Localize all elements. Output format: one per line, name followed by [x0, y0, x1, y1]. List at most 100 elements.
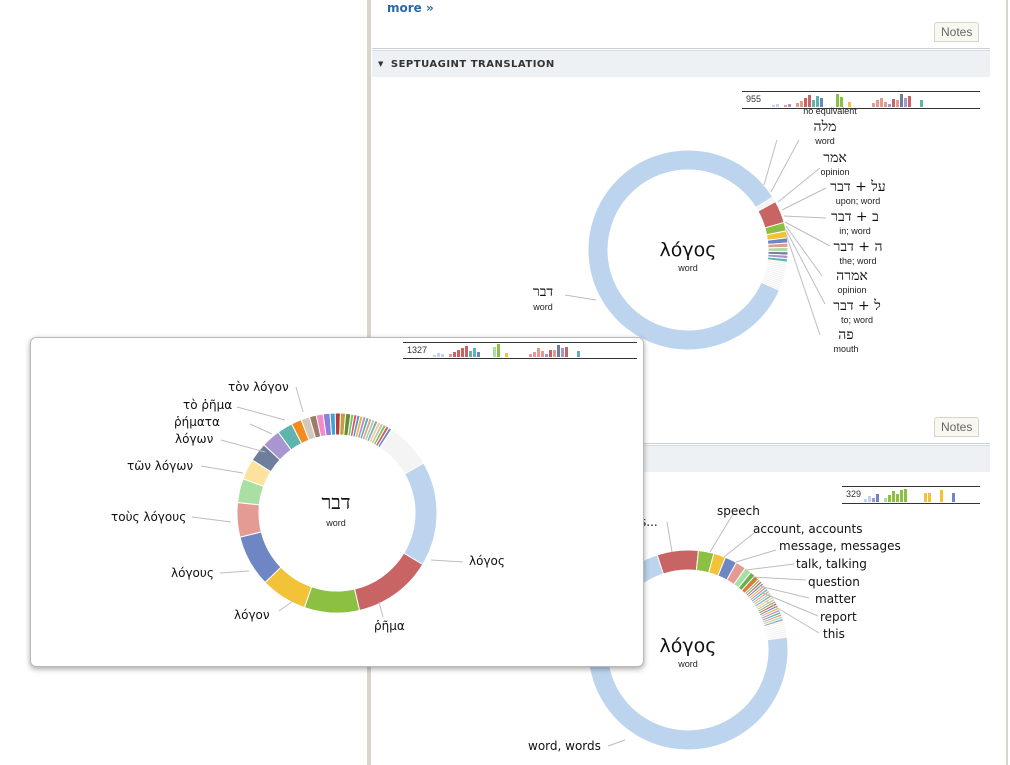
histogram-bar: [800, 101, 803, 107]
label-logon-gen[interactable]: λόγων: [175, 432, 214, 446]
separator: [372, 48, 990, 49]
label-partial[interactable]: s...: [640, 515, 658, 529]
histogram-septuagint[interactable]: 955: [742, 91, 980, 109]
histogram-bar: [952, 493, 955, 502]
histogram-bar: [533, 352, 536, 357]
label-word: ב + דבר: [831, 209, 879, 225]
notes-button-2[interactable]: Notes: [934, 417, 980, 437]
histogram-bar: [557, 345, 560, 357]
collapse-triangle-icon[interactable]: ▼: [378, 60, 384, 68]
donut-main-label[interactable]: דבר: [532, 284, 554, 300]
donut-segment: [656, 549, 700, 575]
histogram-bar: [940, 490, 943, 502]
label-this[interactable]: this: [823, 627, 845, 641]
donut-segment: [236, 501, 262, 538]
label-pe[interactable]: פה mouth: [826, 327, 866, 354]
histogram-bar: [892, 491, 895, 502]
leader-line: [236, 406, 286, 421]
label-account[interactable]: account, accounts: [753, 522, 863, 536]
label-rhemata[interactable]: ῥήματα: [174, 415, 220, 429]
histogram-bar: [928, 493, 931, 502]
histogram-bars: [772, 94, 923, 107]
donut-center-gloss: word: [678, 659, 698, 669]
histogram-bar: [433, 355, 436, 357]
histogram-bar: [876, 494, 879, 502]
histogram-bars: [864, 489, 955, 502]
septuagint-donut-chart: [564, 140, 830, 351]
label-speech[interactable]: speech: [717, 504, 760, 518]
donut-main-gloss: word: [533, 302, 553, 312]
histogram-bar: [549, 350, 552, 357]
leader-line: [249, 423, 273, 435]
leader-line: [666, 521, 673, 553]
label-word: מלה: [813, 119, 837, 135]
donut-center-word: λόγος: [659, 239, 717, 261]
label-to-rhema[interactable]: τὸ ῥῆμα: [183, 398, 233, 412]
histogram-bar: [437, 353, 440, 357]
label-ton-logon-gen[interactable]: τῶν λόγων: [127, 459, 194, 473]
leader-line: [735, 549, 777, 563]
label-tous-logous[interactable]: τοὺς λόγους: [111, 510, 187, 524]
label-report[interactable]: report: [820, 610, 857, 624]
histogram-bar: [812, 100, 815, 107]
leader-line: [784, 221, 830, 247]
histogram-bar: [453, 352, 456, 357]
label-ha-davar[interactable]: ה + דבר the; word: [829, 239, 887, 266]
histogram-count: 329: [846, 489, 862, 499]
label-imra[interactable]: אמרה opinion: [827, 268, 877, 295]
histogram-bar: [493, 347, 496, 357]
histogram-bar: [880, 98, 883, 107]
notes-button[interactable]: Notes: [934, 22, 980, 42]
label-be-davar[interactable]: ב + דבר in; word: [826, 209, 884, 236]
label-rhema[interactable]: ῥῆμα: [374, 619, 405, 633]
histogram-bar: [884, 498, 887, 502]
histogram-bar: [848, 102, 851, 107]
histogram-bar: [441, 354, 444, 357]
popup-card[interactable]: 1327 דבר word λόγος ῥῆμα λόγον λόγους το…: [30, 337, 644, 667]
label-logous[interactable]: λόγους: [171, 566, 214, 580]
donut-segment: [353, 552, 424, 612]
histogram-popup[interactable]: 1327: [403, 342, 637, 359]
donut-segment: [329, 412, 337, 436]
histogram-bar: [497, 344, 500, 357]
right-border: [1006, 0, 1008, 765]
separator-2: [372, 443, 990, 444]
histogram-bar: [816, 96, 819, 107]
label-word: אמר: [823, 150, 847, 166]
leader-line: [785, 233, 821, 336]
leader-line: [777, 167, 821, 203]
section-header-septuagint[interactable]: ▼ SEPTUAGINT TRANSLATION: [372, 50, 990, 77]
label-word-words[interactable]: word, words: [528, 739, 601, 753]
histogram-bar: [820, 98, 823, 107]
label-al-davar[interactable]: על + דבר upon; word: [826, 179, 890, 206]
label-matter[interactable]: matter: [815, 592, 856, 606]
label-logon[interactable]: λόγον: [234, 608, 270, 622]
leader-line: [781, 187, 827, 211]
label-le-davar[interactable]: ל + דבר to; word: [828, 298, 886, 325]
histogram-count: 1327: [407, 345, 428, 355]
histogram-english[interactable]: 329: [842, 486, 980, 504]
histogram-bar: [553, 350, 556, 357]
histogram-bar: [864, 499, 867, 502]
label-message[interactable]: message, messages: [779, 539, 901, 553]
leader-line: [762, 592, 819, 617]
histogram-bar: [836, 94, 839, 107]
label-logos[interactable]: λόγος: [469, 554, 505, 568]
label-no-equivalent[interactable]: no equivalent: [790, 106, 870, 116]
more-link[interactable]: more »: [387, 1, 434, 15]
label-amar[interactable]: אמר opinion: [811, 150, 859, 177]
histogram-bar: [804, 98, 807, 107]
popup-donut-chart: [191, 386, 464, 618]
label-talk[interactable]: talk, talking: [796, 557, 867, 571]
histogram-bar: [920, 100, 923, 107]
label-question[interactable]: question: [808, 575, 860, 589]
donut-segment: [587, 554, 789, 751]
leader-line: [745, 563, 795, 571]
label-ton-logon[interactable]: τὸν λόγον: [228, 380, 289, 394]
leader-line: [758, 585, 810, 599]
histogram-bar: [872, 103, 875, 107]
label-gloss: the; word: [839, 256, 877, 266]
donut-segment: [303, 586, 361, 614]
histogram-bar: [541, 351, 544, 357]
label-milla[interactable]: מלה word: [803, 119, 847, 146]
